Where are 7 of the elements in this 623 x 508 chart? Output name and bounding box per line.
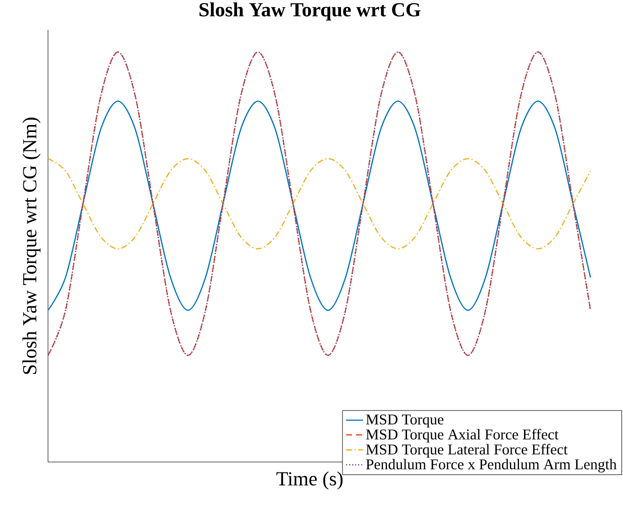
legend-label: MSD Torque Lateral Force Effect bbox=[366, 444, 568, 458]
y-axis-title: Slosh Yaw Torque wrt CG (Nm) bbox=[22, 118, 40, 374]
legend-label: MSD Torque Axial Force Effect bbox=[366, 428, 558, 443]
x-axis-title: Time (s) bbox=[276, 471, 343, 490]
legend-label: Pendulum Force x Pendulum Arm Length bbox=[366, 458, 617, 472]
chart-title: Slosh Yaw Torque wrt CG bbox=[200, 2, 420, 20]
legend-label: MSD Torque bbox=[366, 414, 444, 428]
